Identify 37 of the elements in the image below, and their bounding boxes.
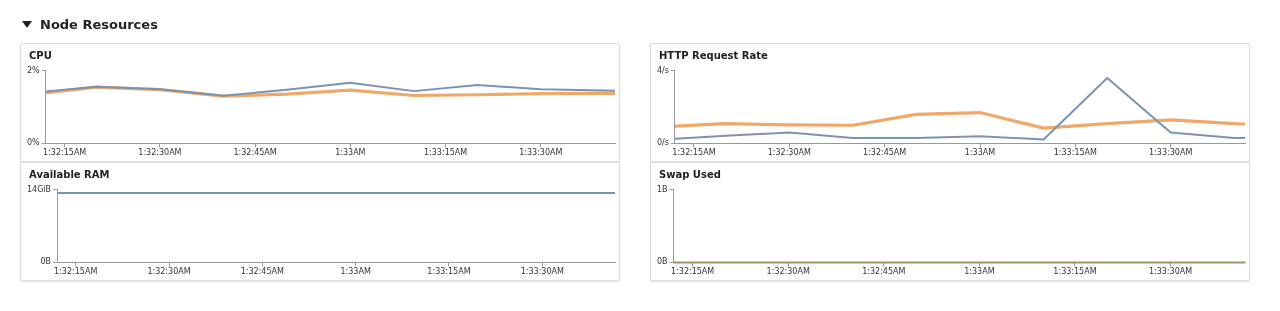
y-tick-label: 2% — [26, 65, 41, 75]
x-tick-label: 1:33AM — [340, 267, 371, 277]
y-tick-label: 0B — [657, 257, 668, 267]
y-tick-label: 4/s — [657, 65, 669, 75]
y-tick-label: 1B — [657, 184, 668, 194]
chart-title: Available RAM — [29, 169, 110, 180]
x-tick-label: 1:33:30AM — [519, 148, 563, 158]
x-tick-label: 1:32:30AM — [147, 267, 191, 277]
x-tick-label: 1:32:45AM — [233, 148, 277, 158]
x-tick-label: 1:33AM — [964, 148, 996, 158]
x-tick-label: 1:32:45AM — [863, 148, 907, 158]
x-tick-label: 1:32:30AM — [766, 267, 810, 277]
x-tick-label: 1:33AM — [335, 148, 366, 158]
y-tick-label: 0% — [26, 138, 41, 148]
x-tick-label: 1:33:30AM — [1148, 267, 1193, 277]
text: Node Resources — [40, 17, 158, 32]
x-tick-label: 1:32:45AM — [240, 267, 285, 277]
x-tick-label: 1:33:30AM — [1149, 148, 1193, 158]
x-tick-label: 1:32:15AM — [672, 148, 716, 158]
y-tick-label: 14GiB — [27, 184, 52, 194]
chart-title: CPU — [29, 50, 52, 61]
x-tick-label: 1:32:45AM — [862, 267, 906, 277]
chart-title: HTTP Request Rate — [659, 50, 768, 61]
y-tick-label: 0/s — [657, 138, 669, 148]
x-tick-label: 1:33:15AM — [1053, 267, 1097, 277]
x-tick-label: 1:33:15AM — [1053, 148, 1098, 158]
chart-title: Swap Used — [659, 169, 721, 180]
x-tick-label: 1:33:30AM — [520, 267, 564, 277]
x-tick-label: 1:33AM — [964, 267, 995, 277]
x-tick-label: 1:33:15AM — [423, 148, 468, 158]
y-tick-label: 0B — [40, 257, 52, 267]
x-tick-label: 1:32:15AM — [43, 148, 87, 158]
x-tick-label: 1:32:30AM — [138, 148, 182, 158]
x-tick-label: 1:32:15AM — [671, 267, 715, 277]
x-tick-label: 1:33:15AM — [427, 267, 471, 277]
x-tick-label: 1:32:30AM — [767, 148, 812, 158]
x-tick-label: 1:32:15AM — [54, 267, 98, 277]
